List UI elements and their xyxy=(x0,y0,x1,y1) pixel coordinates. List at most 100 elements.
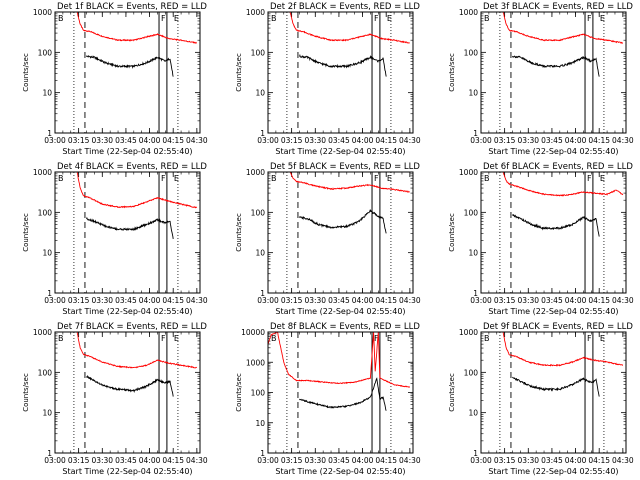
x-tick-label: 03:30 xyxy=(517,296,539,305)
marker-lines xyxy=(73,172,179,293)
marker-label: F xyxy=(374,14,379,23)
x-tick-label: 04:30 xyxy=(399,296,421,305)
panel-title: Det 3f BLACK = Events, RED = LLD xyxy=(483,2,633,12)
x-tick-label: 04:15 xyxy=(162,456,184,465)
x-tick-label: 03:30 xyxy=(91,296,113,305)
x-tick-label: 04:30 xyxy=(186,456,208,465)
x-axis-label: Start Time (22-Sep-04 02:55:40) xyxy=(275,467,405,476)
events-series-line xyxy=(512,213,600,237)
marker-label: E xyxy=(174,334,179,343)
panel-title: Det 1f BLACK = Events, RED = LLD xyxy=(57,2,207,12)
y-tick-label: 100 xyxy=(464,368,479,377)
marker-label: F xyxy=(374,334,379,343)
y-tick-label: 10 xyxy=(468,249,478,258)
y-tick-label: 100 xyxy=(38,208,53,217)
y-axis-label: Counts/sec xyxy=(22,213,30,252)
x-tick-label: 04:00 xyxy=(565,136,587,145)
panel-title: Det 7f BLACK = Events, RED = LLD xyxy=(57,322,207,332)
marker-label: B xyxy=(58,14,64,23)
events-series-line xyxy=(86,374,174,397)
x-tick-label: 04:15 xyxy=(375,296,397,305)
x-tick-label: 04:00 xyxy=(139,296,161,305)
detector-panel: Det 3f BLACK = Events, RED = LLD Counts/s… xyxy=(448,2,634,156)
events-series-line xyxy=(512,376,600,397)
x-tick-label: 04:00 xyxy=(565,456,587,465)
x-tick-label: 03:15 xyxy=(494,456,516,465)
x-tick-label: 03:00 xyxy=(257,296,279,305)
marker-label: E xyxy=(174,14,179,23)
x-tick-label: 03:30 xyxy=(517,456,539,465)
marker-label: B xyxy=(271,334,277,343)
y-axis-label: Counts/sec xyxy=(235,53,243,92)
plot-frame xyxy=(480,171,627,294)
y-tick-label: 100 xyxy=(38,368,53,377)
panel-title: Det 4f BLACK = Events, RED = LLD xyxy=(57,162,207,172)
x-tick-label: 03:30 xyxy=(91,456,113,465)
marker-label: B xyxy=(484,174,490,183)
panel-title: Det 6f BLACK = Events, RED = LLD xyxy=(483,162,633,172)
x-tick-label: 03:00 xyxy=(257,136,279,145)
y-axis-label: Counts/sec xyxy=(235,373,243,412)
y-tick-label: 100 xyxy=(251,48,266,57)
marker-label: F xyxy=(161,334,166,343)
lld-series-line xyxy=(502,332,623,367)
panel-title: Det 8f BLACK = Events, RED = LLD xyxy=(270,322,420,332)
x-tick-label: 04:15 xyxy=(588,456,610,465)
panel-title: Det 9f BLACK = Events, RED = LLD xyxy=(483,322,633,332)
y-tick-label: 100 xyxy=(464,208,479,217)
x-tick-label: 03:15 xyxy=(281,456,303,465)
events-series-line xyxy=(86,216,174,239)
marker-lines xyxy=(286,172,392,293)
x-tick-label: 03:45 xyxy=(328,456,350,465)
x-tick-label: 04:30 xyxy=(186,136,208,145)
y-tick-label: 1 xyxy=(260,449,265,458)
y-axis-label: Counts/sec xyxy=(22,53,30,92)
x-tick-label: 04:00 xyxy=(139,456,161,465)
marker-label: F xyxy=(587,174,592,183)
y-tick-label: 10 xyxy=(42,89,52,98)
events-series-line xyxy=(299,53,387,77)
y-axis-label: Counts/sec xyxy=(448,213,456,252)
x-tick-label: 03:00 xyxy=(470,456,492,465)
x-tick-label: 03:30 xyxy=(517,136,539,145)
marker-label: B xyxy=(58,174,64,183)
y-tick-label: 1 xyxy=(473,289,478,298)
lld-series-line xyxy=(76,172,198,209)
x-tick-label: 04:15 xyxy=(162,136,184,145)
x-axis-label: Start Time (22-Sep-04 02:55:40) xyxy=(488,307,618,316)
events-series-line xyxy=(299,208,387,234)
lld-series-line xyxy=(268,332,410,388)
y-tick-label: 100 xyxy=(464,48,479,57)
marker-lines xyxy=(499,172,605,293)
events-series-line xyxy=(86,55,174,77)
marker-label: B xyxy=(271,14,277,23)
x-tick-label: 03:00 xyxy=(44,136,66,145)
x-tick-label: 03:15 xyxy=(281,136,303,145)
marker-lines xyxy=(286,332,392,453)
events-series-line xyxy=(299,377,387,411)
y-tick-label: 100 xyxy=(251,389,266,398)
x-tick-label: 03:45 xyxy=(328,296,350,305)
events-series-line xyxy=(512,55,600,77)
y-tick-label: 10 xyxy=(255,419,265,428)
y-tick-label: 1000 xyxy=(459,328,478,337)
marker-label: E xyxy=(387,334,392,343)
x-tick-label: 04:15 xyxy=(375,456,397,465)
marker-lines xyxy=(73,332,179,453)
x-axis-label: Start Time (22-Sep-04 02:55:40) xyxy=(488,147,618,156)
y-tick-label: 10 xyxy=(255,249,265,258)
y-tick-label: 1 xyxy=(47,289,52,298)
y-tick-label: 1000 xyxy=(33,168,52,177)
y-tick-label: 100 xyxy=(251,208,266,217)
x-tick-label: 04:00 xyxy=(352,136,374,145)
plot-frame xyxy=(54,11,201,134)
x-tick-label: 04:00 xyxy=(139,136,161,145)
marker-lines xyxy=(499,12,605,133)
plot-frame xyxy=(267,331,414,454)
x-tick-label: 04:30 xyxy=(399,136,421,145)
marker-label: E xyxy=(387,174,392,183)
x-tick-label: 03:00 xyxy=(470,136,492,145)
detector-panel: Det 8f BLACK = Events, RED = LLD Counts/s… xyxy=(235,322,421,476)
x-axis-label: Start Time (22-Sep-04 02:55:40) xyxy=(488,467,618,476)
marker-label: B xyxy=(484,334,490,343)
